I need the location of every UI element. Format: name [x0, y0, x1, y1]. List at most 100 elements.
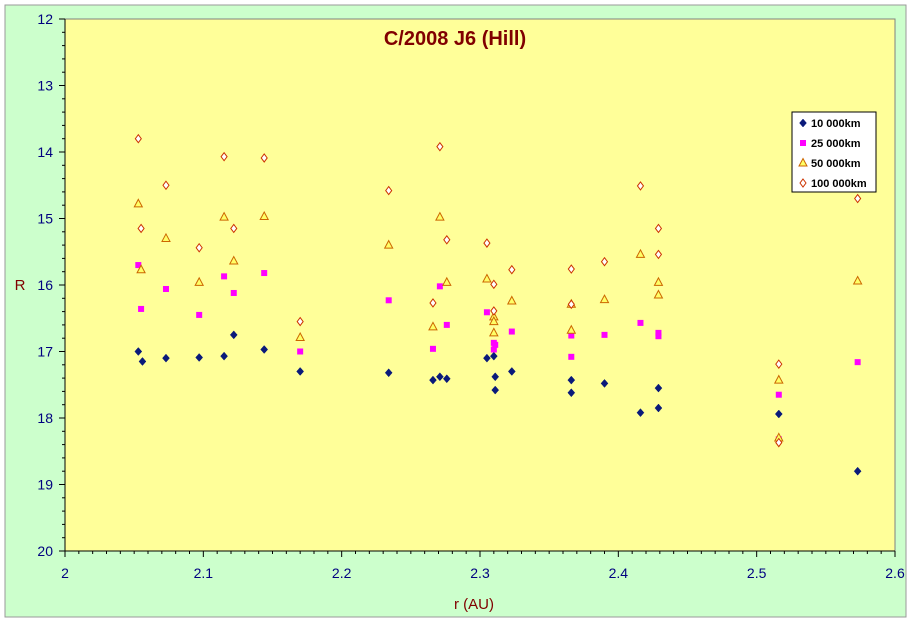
legend: 10 000km 25 000km 50 000km 100 000km [791, 111, 877, 193]
legend-box [791, 111, 877, 193]
data-point [230, 223, 238, 234]
data-point [383, 239, 394, 249]
x-tick-label: 2 [61, 565, 69, 581]
x-tick-label: 2.6 [885, 565, 905, 581]
data-point [443, 234, 451, 245]
data-point [653, 276, 664, 286]
x-tick-label: 2.3 [470, 565, 490, 581]
data-point [854, 193, 862, 204]
y-tick-label: 14 [37, 144, 53, 160]
data-point [133, 198, 144, 208]
data-point [508, 328, 515, 335]
data-point [775, 391, 782, 398]
data-point [196, 311, 203, 318]
data-point [296, 367, 304, 376]
data-point [854, 359, 861, 366]
data-point [194, 276, 205, 286]
data-point [221, 273, 228, 280]
data-point [490, 306, 498, 316]
legend-label: 25 000km [811, 138, 861, 150]
data-point [490, 279, 498, 290]
data-point [568, 353, 575, 360]
legend-label: 100 000km [811, 178, 867, 190]
data-point [229, 330, 238, 340]
data-point [138, 357, 147, 366]
data-point [295, 331, 305, 342]
data-point [489, 327, 499, 337]
data-point [220, 351, 228, 361]
data-point [654, 403, 663, 413]
data-point [429, 375, 437, 385]
data-point [162, 285, 169, 292]
data-point [429, 345, 436, 352]
data-point [599, 294, 610, 304]
data-point [436, 141, 444, 152]
data-point [773, 374, 784, 384]
series-4-points [134, 133, 862, 448]
data-point [441, 276, 452, 286]
data-point [162, 180, 170, 191]
y-tick-label: 15 [37, 211, 53, 227]
data-point [428, 321, 438, 331]
y-tick-label: 13 [37, 78, 53, 94]
data-point [134, 347, 143, 356]
data-point [491, 372, 500, 382]
data-point [135, 262, 142, 269]
data-point [775, 359, 783, 369]
data-point [655, 333, 662, 340]
series-2-points [135, 262, 861, 443]
data-point [635, 248, 646, 258]
data-point [601, 331, 608, 338]
y-tick-label: 12 [37, 11, 53, 27]
data-point [385, 185, 393, 196]
data-point [567, 388, 576, 398]
data-point [852, 275, 863, 285]
data-point [636, 181, 645, 191]
data-point [436, 372, 444, 382]
data-point [655, 329, 662, 336]
data-point [567, 375, 576, 385]
legend-marker [798, 157, 808, 167]
data-point [654, 223, 663, 234]
data-point [436, 283, 443, 290]
data-point [600, 379, 609, 388]
data-point [259, 210, 270, 221]
data-point [260, 345, 269, 354]
x-tick-label: 2.5 [747, 565, 767, 581]
data-point [566, 324, 577, 334]
data-point [483, 309, 490, 316]
data-marks [133, 133, 863, 476]
data-point [161, 232, 171, 242]
plot-area [64, 18, 896, 552]
y-tick-label: 19 [37, 477, 53, 493]
x-tick-label: 2.1 [194, 565, 214, 581]
y-tick-label: 18 [37, 410, 53, 426]
data-point [492, 341, 499, 348]
data-point [490, 351, 498, 361]
data-point [775, 437, 783, 448]
axes: 12 13 14 15 16 17 18 19 20 2 2.1 2.2 2.3 2.4 2.5 2.6 [37, 11, 905, 581]
data-point [429, 298, 437, 308]
chart-title: C/2008 J6 (Hill) [384, 28, 526, 50]
data-point [261, 270, 268, 277]
data-point [385, 297, 392, 304]
data-point [228, 255, 239, 265]
data-point [774, 409, 783, 419]
y-tick-label: 20 [37, 543, 53, 559]
data-point [219, 211, 229, 221]
data-point [230, 289, 237, 296]
data-point [506, 295, 517, 305]
data-point [853, 466, 862, 476]
data-point [508, 264, 516, 275]
legend-label: 10 000km [811, 118, 861, 130]
data-point [297, 348, 304, 355]
data-point [137, 223, 145, 234]
data-point [195, 242, 203, 253]
data-point [136, 264, 146, 274]
series-1-points [134, 330, 862, 476]
data-point [653, 289, 664, 299]
data-point [507, 367, 516, 376]
data-point [637, 319, 644, 326]
data-point [442, 374, 451, 384]
